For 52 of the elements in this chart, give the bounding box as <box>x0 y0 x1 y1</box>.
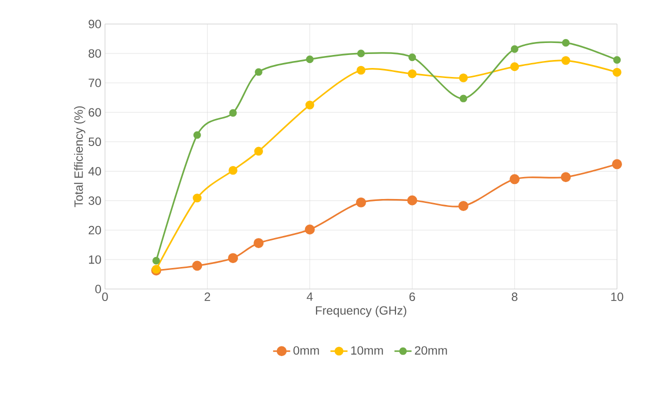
point <box>305 100 314 110</box>
point <box>612 159 622 170</box>
legend-label: 10mm <box>351 346 383 355</box>
point <box>408 69 417 78</box>
point <box>229 109 237 117</box>
point <box>356 66 366 75</box>
point <box>192 260 202 271</box>
point <box>510 45 518 53</box>
point <box>193 131 201 139</box>
point <box>306 56 314 64</box>
point <box>562 39 570 47</box>
x-tick-label: 10 <box>611 292 624 302</box>
point <box>357 50 365 58</box>
y-tick-label: 70 <box>88 78 102 88</box>
point <box>254 238 264 248</box>
point <box>561 56 570 65</box>
y-tick-label: 10 <box>89 255 102 264</box>
legend-label: 20mm <box>414 346 447 355</box>
x-tick-label: 4 <box>306 292 313 301</box>
y-tick-label: 40 <box>88 166 102 176</box>
point <box>510 62 519 72</box>
point <box>254 68 262 76</box>
y-axis-title: Total Efficiency (%) <box>74 106 86 208</box>
y-tick-label: 20 <box>88 226 102 234</box>
y-tick-label: 60 <box>88 108 102 117</box>
point <box>356 197 366 208</box>
point <box>228 253 238 264</box>
point <box>510 174 520 184</box>
y-tick-label: 90 <box>88 20 102 28</box>
point <box>459 73 468 82</box>
point <box>408 53 416 62</box>
y-tick-label: 80 <box>88 49 102 58</box>
y-tick-label: 30 <box>88 196 102 205</box>
point <box>192 194 202 202</box>
y-tick-label: 50 <box>88 138 102 146</box>
y-tick-label: 0 <box>95 284 102 294</box>
x-tick-label: 6 <box>409 292 416 302</box>
point <box>458 200 468 211</box>
point <box>304 224 315 235</box>
point <box>460 94 468 102</box>
point <box>612 68 622 77</box>
x-axis-title: Frequency (GHz) <box>316 306 406 318</box>
point <box>152 256 160 265</box>
x-tick-label: 8 <box>512 292 518 302</box>
point <box>228 166 238 175</box>
point <box>613 56 621 64</box>
point <box>254 146 263 156</box>
point <box>407 195 418 206</box>
legend-label: 0mm <box>293 346 319 355</box>
x-tick-label: 2 <box>204 292 210 301</box>
point <box>560 172 571 182</box>
x-tick-label: 0 <box>102 292 108 302</box>
